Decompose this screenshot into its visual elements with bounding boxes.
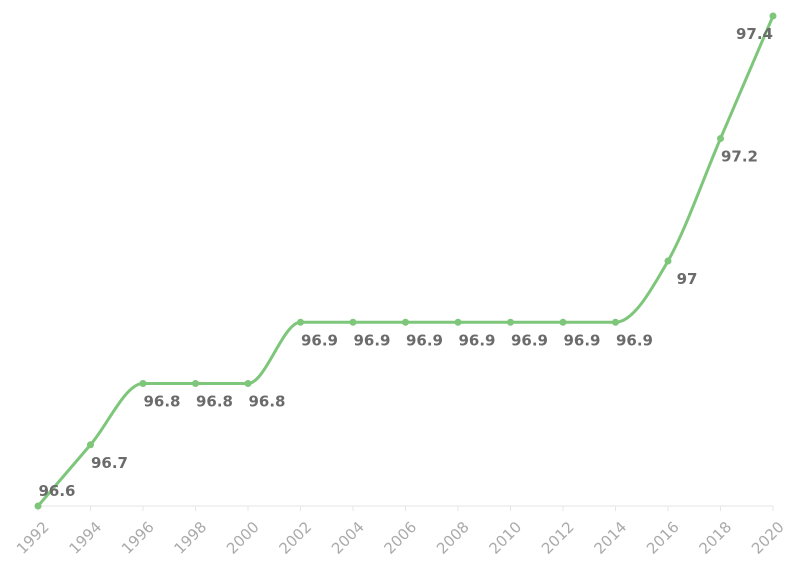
- line: [36, 15, 775, 507]
- data-label: 96.9: [458, 331, 495, 349]
- x-tick-label: 2006: [381, 518, 421, 558]
- data-label: 96.8: [248, 393, 285, 411]
- data-label: 97.4: [736, 25, 773, 43]
- data-label: 96.9: [353, 331, 390, 349]
- x-tick-label: 1992: [13, 518, 53, 558]
- point: [717, 135, 724, 142]
- x-tick-label: 2020: [748, 518, 788, 558]
- data-label: 96.6: [38, 482, 75, 500]
- point: [87, 441, 94, 449]
- point: [664, 257, 672, 265]
- point: [454, 318, 462, 326]
- x-tick-label: 2016: [643, 518, 683, 558]
- point: [769, 12, 777, 20]
- x-tick-label: 2004: [328, 518, 368, 558]
- data-label: 96.9: [511, 331, 548, 349]
- x-tick-label: 2000: [223, 518, 263, 558]
- data-label: 96.7: [91, 454, 128, 472]
- data-label: 96.9: [406, 331, 443, 349]
- x-tick-label: 1996: [118, 518, 158, 558]
- x-tick-label: 2014: [591, 518, 631, 558]
- data-label: 96.9: [563, 331, 600, 349]
- point: [139, 380, 147, 387]
- x-tick-label: 1998: [171, 518, 211, 558]
- x-tick-label: 2002: [276, 518, 316, 558]
- x-tick-label: 2010: [486, 518, 526, 558]
- data-label: 97: [677, 270, 698, 288]
- point: [559, 318, 567, 326]
- point: [402, 318, 409, 326]
- point: [349, 318, 357, 326]
- data-label: 96.9: [301, 331, 338, 349]
- data-label: 96.8: [196, 393, 233, 411]
- point: [34, 502, 42, 510]
- point: [507, 318, 514, 326]
- data-label: 96.9: [616, 331, 653, 349]
- x-tick-label: 2018: [696, 518, 736, 558]
- x-tick-label: 2008: [433, 518, 473, 558]
- point: [612, 318, 619, 326]
- point: [192, 380, 199, 387]
- x-tick-label: 1994: [66, 518, 106, 558]
- point: [297, 318, 304, 326]
- point: [244, 380, 252, 387]
- x-tick-label: 2012: [538, 518, 578, 558]
- data-label: 97.2: [721, 148, 758, 166]
- data-label: 96.8: [143, 393, 180, 411]
